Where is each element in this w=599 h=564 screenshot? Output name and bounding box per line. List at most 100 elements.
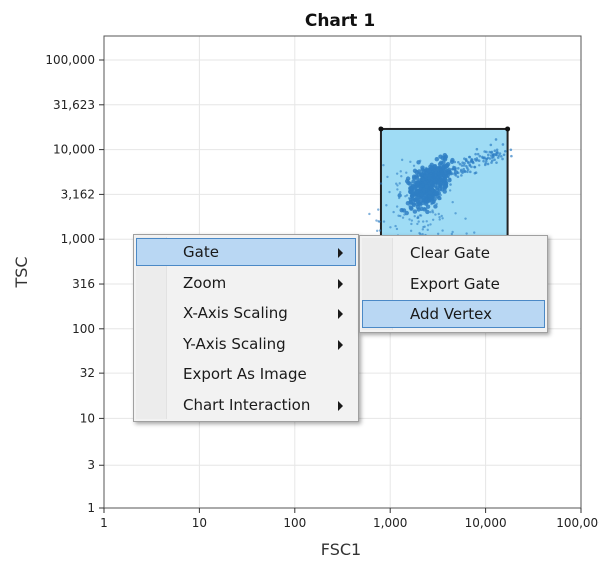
- x-tick-label: 1,000: [373, 516, 407, 530]
- data-point: [401, 208, 404, 211]
- y-tick-label: 3: [87, 458, 95, 472]
- submenu-item-add-vertex[interactable]: Add Vertex: [362, 300, 545, 329]
- data-point: [410, 222, 413, 226]
- data-point: [399, 191, 402, 194]
- data-point: [460, 164, 464, 167]
- menu-item-y-axis-scaling[interactable]: Y-Axis Scaling: [136, 330, 356, 358]
- menu-item-chart-interaction[interactable]: Chart Interaction: [136, 391, 356, 419]
- data-point: [417, 220, 420, 223]
- data-point: [419, 159, 422, 163]
- data-point: [436, 178, 439, 182]
- menu-item-label: X-Axis Scaling: [183, 304, 288, 323]
- data-point: [453, 168, 457, 172]
- data-point: [421, 228, 425, 231]
- data-point: [443, 179, 446, 182]
- data-point: [425, 208, 428, 211]
- data-point: [474, 152, 477, 156]
- data-point: [453, 160, 457, 164]
- data-point: [424, 202, 427, 205]
- data-point: [451, 230, 454, 234]
- data-point: [404, 210, 409, 216]
- data-point: [416, 216, 419, 220]
- data-point: [509, 148, 513, 152]
- data-point: [368, 212, 371, 216]
- data-point: [478, 164, 481, 167]
- menu-item-gate[interactable]: Gate: [136, 238, 356, 266]
- data-point: [443, 176, 447, 180]
- menu-item-label: Export Gate: [410, 274, 500, 293]
- data-point: [451, 167, 454, 171]
- data-point: [501, 143, 505, 146]
- data-point: [469, 170, 472, 174]
- y-tick-label: 316: [72, 277, 95, 291]
- data-point: [474, 159, 478, 162]
- submenu-item-clear-gate[interactable]: Clear Gate: [362, 239, 545, 267]
- data-point: [485, 150, 488, 154]
- submenu-arrow-icon: [338, 278, 343, 289]
- data-point: [413, 196, 419, 202]
- data-point: [434, 181, 437, 184]
- data-point: [433, 193, 436, 197]
- submenu-item-export-gate[interactable]: Export Gate: [362, 270, 545, 298]
- data-point: [418, 231, 421, 235]
- data-point: [424, 166, 428, 170]
- data-point: [397, 196, 401, 200]
- data-point: [441, 229, 444, 232]
- data-point: [396, 184, 399, 187]
- data-point: [420, 176, 425, 182]
- gate-vertex-handle: [505, 126, 511, 132]
- data-point: [449, 183, 452, 186]
- data-point: [457, 160, 460, 164]
- x-tick-label: 10: [192, 516, 207, 530]
- data-point: [417, 207, 420, 210]
- x-axis-ticks: 1 10 100 1,000 10,000 100,000: [100, 508, 599, 530]
- data-point: [392, 210, 395, 214]
- y-tick-label: 100: [72, 322, 95, 336]
- data-point: [462, 164, 466, 167]
- data-point: [476, 152, 480, 156]
- data-point: [438, 218, 441, 221]
- data-point: [439, 193, 442, 197]
- data-point: [440, 170, 444, 174]
- y-axis-ticks: 1 3 10 32 100 316 1,000 3,162 10,000 31,623 100,00…: [45, 53, 104, 515]
- data-point: [445, 171, 448, 174]
- data-point: [375, 229, 379, 233]
- data-point: [442, 157, 448, 162]
- data-point: [438, 154, 443, 159]
- data-point: [484, 159, 488, 163]
- data-point: [415, 181, 420, 187]
- data-point: [406, 180, 411, 185]
- data-point: [493, 158, 496, 162]
- data-point: [423, 172, 426, 175]
- data-point: [378, 229, 382, 232]
- data-point: [431, 218, 435, 221]
- x-tick-label: 1: [100, 516, 108, 530]
- data-point: [437, 162, 443, 167]
- data-point: [451, 172, 454, 175]
- data-point: [421, 187, 427, 193]
- submenu-arrow-icon: [338, 309, 343, 320]
- data-point: [491, 156, 494, 159]
- menu-item-export-as-image[interactable]: Export As Image: [136, 360, 356, 388]
- data-point: [466, 168, 470, 171]
- data-point: [397, 193, 402, 198]
- data-point: [440, 214, 443, 218]
- y-tick-label: 1: [87, 501, 95, 515]
- data-point: [473, 165, 476, 169]
- data-point: [408, 218, 411, 221]
- menu-item-x-axis-scaling[interactable]: X-Axis Scaling: [136, 299, 356, 327]
- data-point: [404, 195, 407, 198]
- data-point: [437, 212, 440, 216]
- menu-item-zoom[interactable]: Zoom: [136, 269, 356, 297]
- data-point: [430, 176, 434, 179]
- data-point: [409, 229, 413, 233]
- data-point: [418, 214, 422, 217]
- data-point: [464, 159, 468, 162]
- data-point: [450, 157, 455, 163]
- data-point: [421, 181, 425, 185]
- y-tick-label: 10,000: [53, 143, 95, 157]
- data-point: [428, 200, 431, 203]
- data-point: [436, 175, 440, 179]
- data-point: [454, 212, 457, 215]
- data-point: [429, 210, 432, 214]
